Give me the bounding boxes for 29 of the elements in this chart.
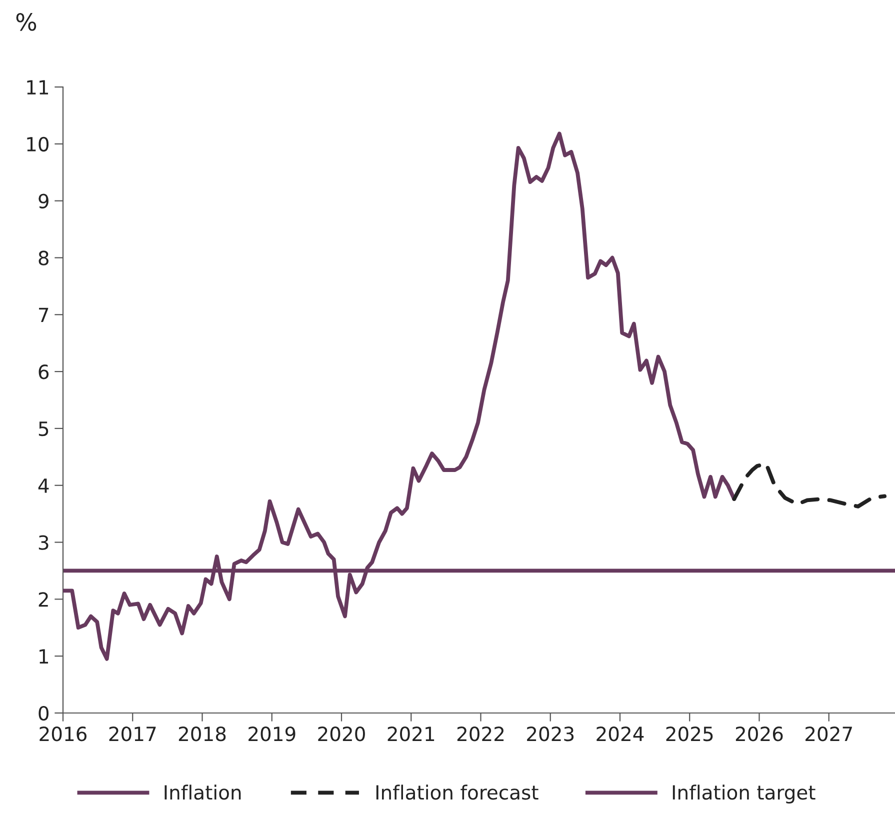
legend-label: Inflation target (672, 784, 816, 804)
x-tick-label: 2020 (318, 726, 365, 742)
x-tick-label: 2018 (178, 726, 226, 742)
x-tick-label: 2027 (806, 726, 852, 742)
y-tick-label: 10 (27, 136, 49, 152)
line-series (732, 462, 886, 508)
y-tick-label: 6 (38, 364, 49, 380)
x-tick-label: 2024 (596, 726, 644, 742)
y-tick-label: 5 (38, 422, 48, 436)
y-tick-label: 7 (39, 308, 48, 322)
x-tick-label: 2025 (666, 726, 713, 742)
y-tick-label: 3 (38, 535, 48, 550)
y-tick-label: 4 (38, 478, 49, 493)
y-tick-label: 8 (38, 250, 48, 266)
y-tick-label: 0 (38, 706, 49, 721)
x-tick-label: 2017 (109, 726, 156, 742)
y-tick-label: 11 (27, 80, 48, 94)
x-tick-label: 2016 (40, 726, 87, 742)
x-tick-label: 2019 (248, 726, 296, 742)
y-tick-label: 1 (40, 649, 48, 664)
x-tick-label: 2022 (457, 726, 504, 742)
legend-label: Inflation forecast (376, 784, 538, 800)
y-tick-label: 9 (38, 194, 48, 208)
x-tick-label: 2023 (527, 726, 574, 742)
y-tick-label: 2 (38, 592, 48, 607)
y-axis-title: % (16, 12, 36, 31)
x-tick-label: 2021 (388, 726, 434, 742)
x-tick-label: 2026 (736, 726, 783, 742)
legend-label: Inflation (164, 784, 241, 800)
